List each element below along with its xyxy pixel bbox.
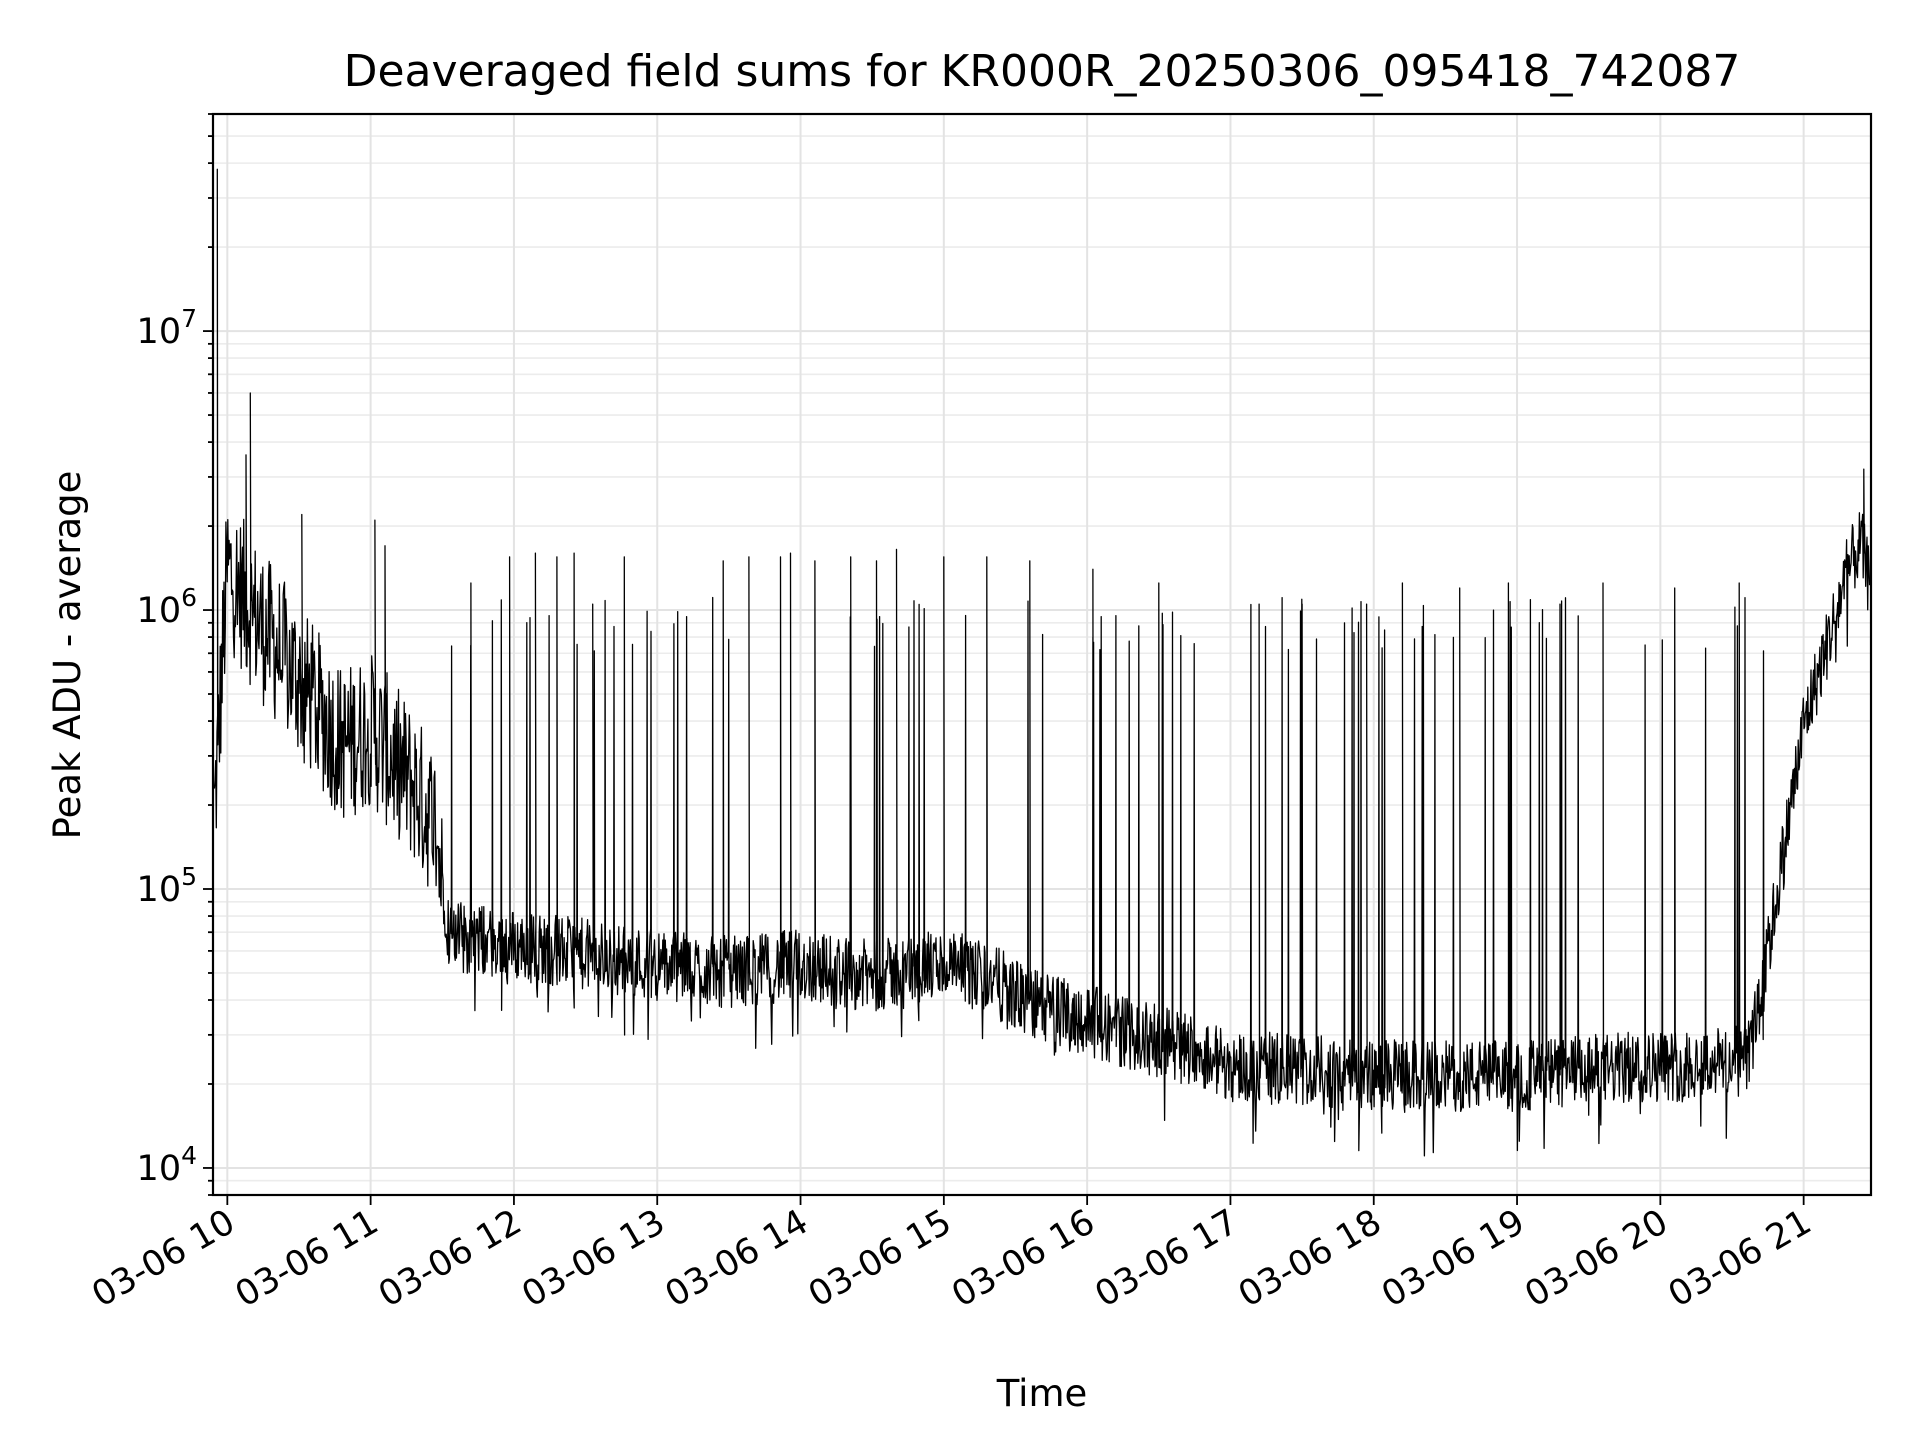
x-tick-label: 03-06 11 — [229, 1202, 385, 1315]
y-tick-label: 105 — [137, 862, 197, 910]
x-tick-label: 03-06 10 — [86, 1202, 242, 1315]
x-tick-label: 03-06 18 — [1232, 1202, 1388, 1315]
chart-title: Deaveraged field sums for KR000R_2025030… — [344, 46, 1741, 97]
x-tick-label: 03-06 20 — [1519, 1202, 1675, 1315]
plot-frame — [211, 112, 1873, 1197]
x-tick-label: 03-06 15 — [802, 1202, 958, 1315]
x-tick-label: 03-06 14 — [659, 1202, 815, 1315]
series-layer — [213, 168, 1871, 1157]
x-tick-label: 03-06 12 — [372, 1202, 528, 1315]
y-tick-label: 107 — [137, 304, 197, 352]
x-tick-label: 03-06 17 — [1089, 1202, 1245, 1315]
x-tick-label: 03-06 16 — [945, 1202, 1101, 1315]
y-axis: 104 105 106 107 — [137, 113, 213, 1196]
x-axis-label: Time — [996, 1372, 1088, 1415]
x-tick-label: 03-06 19 — [1375, 1202, 1531, 1315]
x-tick-label: 03-06 21 — [1662, 1202, 1818, 1315]
y-axis-label: Peak ADU - average — [46, 471, 89, 840]
y-tick-label: 106 — [137, 583, 197, 631]
x-tick-label: 03-06 13 — [515, 1202, 671, 1315]
y-tick-label: 104 — [137, 1141, 197, 1189]
series-line — [213, 168, 1871, 1157]
